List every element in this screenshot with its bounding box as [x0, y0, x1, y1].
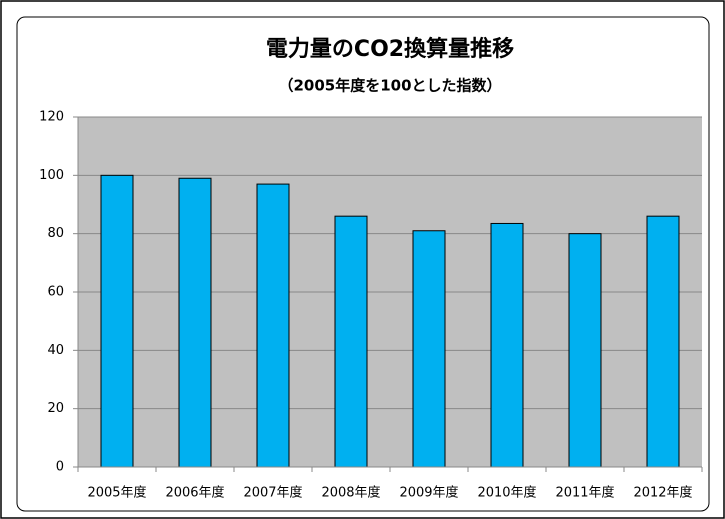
bar	[490, 222, 524, 468]
chart-subtitle: （2005年度を100とした指数）	[278, 77, 501, 95]
bar	[256, 183, 290, 468]
bar	[178, 177, 212, 468]
bar	[334, 215, 368, 468]
bar	[568, 233, 602, 468]
x-tick-label: 2006年度	[165, 485, 224, 501]
x-tick-label: 2005年度	[87, 485, 146, 501]
bar	[646, 215, 680, 468]
y-tick-label: 0	[56, 460, 64, 475]
y-tick-label: 60	[47, 285, 64, 300]
x-tick-label: 2007年度	[243, 485, 302, 501]
x-tick-label: 2008年度	[321, 485, 380, 501]
y-tick-label: 100	[39, 168, 64, 183]
x-tick-label: 2011年度	[555, 485, 614, 501]
x-tick-label: 2010年度	[477, 485, 536, 501]
x-tick-label: 2009年度	[399, 485, 458, 501]
y-tick-label: 40	[47, 343, 64, 358]
bar	[100, 174, 134, 468]
x-tick-label: 2012年度	[633, 485, 692, 501]
y-tick-label: 80	[47, 226, 64, 241]
chart-title: 電力量のCO2換算量推移	[266, 36, 514, 62]
y-tick-label: 120	[39, 110, 64, 125]
bar	[412, 230, 446, 468]
y-tick-label: 20	[47, 401, 64, 416]
